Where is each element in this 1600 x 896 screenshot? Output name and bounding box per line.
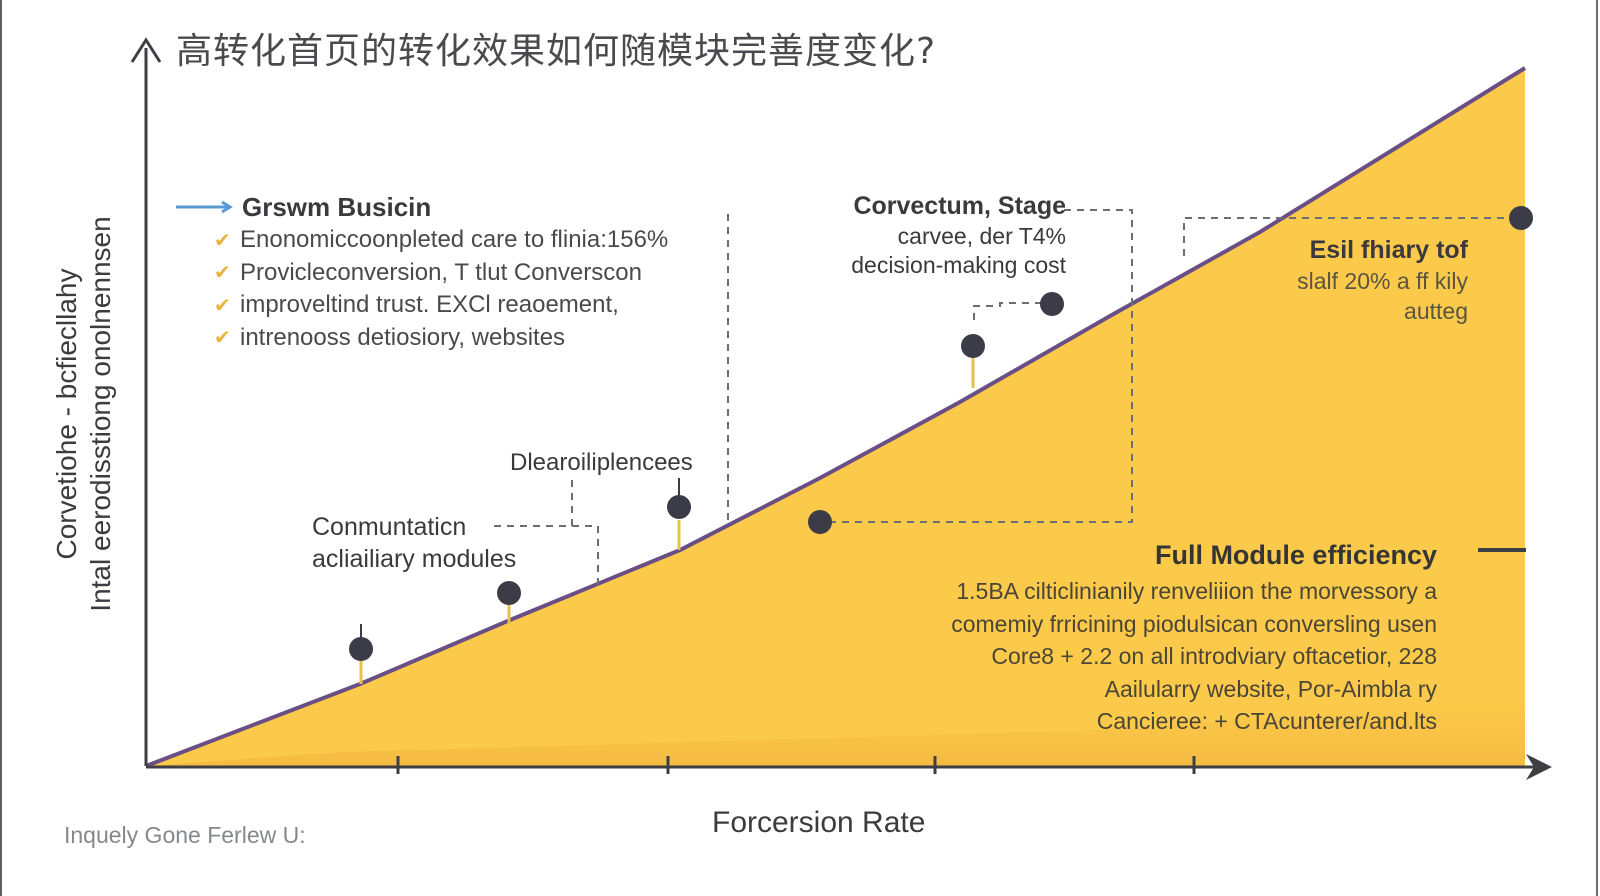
- legend-item-label: Enonomiccoonpleted care to flinia:156%: [240, 226, 669, 254]
- annotation-line: carvee, der T4%: [897, 223, 1066, 249]
- frame-right-border: [1596, 0, 1598, 896]
- checkmark-icon: ✔: [214, 229, 231, 252]
- y-axis-label: Corvetiohe - bcfiecllahy Intal eerodisst…: [50, 174, 118, 654]
- legend-title: Grswm Busicin: [242, 191, 432, 222]
- dashed-guides: [494, 209, 1508, 590]
- annotation-heading: Full Module efficiency: [1154, 540, 1437, 570]
- legend-items: ✔ Enonomiccoonpleted care to flinia:156%…: [214, 224, 669, 355]
- area-fill: [146, 68, 1525, 766]
- annotation-heading: Corvectum, Stage: [853, 192, 1066, 220]
- marker-dot: [808, 510, 832, 534]
- checkmark-icon: ✔: [214, 262, 231, 285]
- annotation-heading: Esil fhiary tof: [1309, 236, 1468, 264]
- y-axis-arrow-icon: [130, 37, 162, 63]
- conversion-curve: [145, 66, 1527, 768]
- area-shade: [146, 700, 1525, 766]
- legend-item-label: Provicleconversion, T tlut Converscon: [240, 258, 642, 286]
- annotation-stage: Corvectum, Stage carvee, der T4% decisio…: [800, 190, 1066, 280]
- legend-item: ✔ intrenooss detiosiory, websites: [214, 322, 668, 355]
- y-axis-label-line: Intal eerodisstiong onolnennsen: [85, 216, 116, 612]
- marker-dot: [1040, 292, 1064, 316]
- annotation-line: comemiy frricining piodulsican conversli…: [951, 610, 1437, 637]
- legend-item: ✔ improveltind trust. EXCl reaoement,: [214, 289, 668, 322]
- y-axis-label-line: Corvetiohe - bcfiecllahy: [51, 268, 82, 560]
- marker-dot: [961, 334, 985, 358]
- legend-header: Grswm Busicin: [176, 190, 668, 224]
- annotation-line: 1.5BA cilticlinianily renveliiion the mo…: [956, 578, 1437, 604]
- annotation-line: autteg: [1404, 298, 1468, 324]
- annotation-difference: Dlearoiliplencees: [510, 449, 693, 476]
- arrow-right-icon: [176, 200, 233, 214]
- marker-stems: [359, 356, 975, 684]
- chart-title: 高转化首页的转化效果如何随模块完善度变化?: [176, 31, 937, 72]
- x-axis-arrow-icon: [1526, 754, 1552, 780]
- x-axis-ticks: [396, 756, 1196, 774]
- annotation-line: Conmuntaticn: [312, 513, 467, 541]
- annotation-communication: Conmuntaticn acliailiary modules: [312, 511, 516, 575]
- annotation-line: Core8 + 2.2 on all introdviary oftacetio…: [991, 643, 1437, 669]
- checkmark-icon: ✔: [214, 327, 231, 350]
- data-markers: [349, 206, 1533, 661]
- checkmark-icon: ✔: [214, 294, 231, 317]
- legend: Grswm Busicin ✔ Enonomiccoonpleted care …: [176, 190, 668, 354]
- annotation-line: Aailularry website, Por-Aimbla ry: [1104, 675, 1437, 702]
- marker-dot: [667, 495, 691, 519]
- footer-note: Inquely Gone Ferlew U:: [64, 822, 306, 848]
- legend-item-label: intrenooss detiosiory, websites: [240, 323, 566, 351]
- annotation-line: Cancieree: + CTAcunterer/and.lts: [1096, 708, 1437, 734]
- marker-dot: [497, 581, 521, 605]
- legend-item-label: improveltind trust. EXCl reaoement,: [240, 291, 619, 319]
- annotation-line: slalf 20% a ff kily: [1297, 268, 1468, 294]
- annotation-line: decision-making cost: [851, 252, 1066, 278]
- annotation-line: acliailiary modules: [312, 545, 517, 573]
- x-axis-label: Forcersion Rate: [712, 806, 926, 839]
- legend-item: ✔ Provicleconversion, T tlut Converscon: [214, 257, 668, 290]
- annotation-esil: Esil fhiary tof slalf 20% a ff kily autt…: [1297, 234, 1468, 326]
- legend-item: ✔ Enonomiccoonpleted care to flinia:156%: [214, 224, 669, 257]
- frame-left-border: [0, 0, 2, 896]
- marker-dot: [1509, 206, 1533, 230]
- annotation-full-module: Full Module efficiency 1.5BA cilticlinia…: [951, 535, 1437, 738]
- marker-dot: [349, 637, 373, 661]
